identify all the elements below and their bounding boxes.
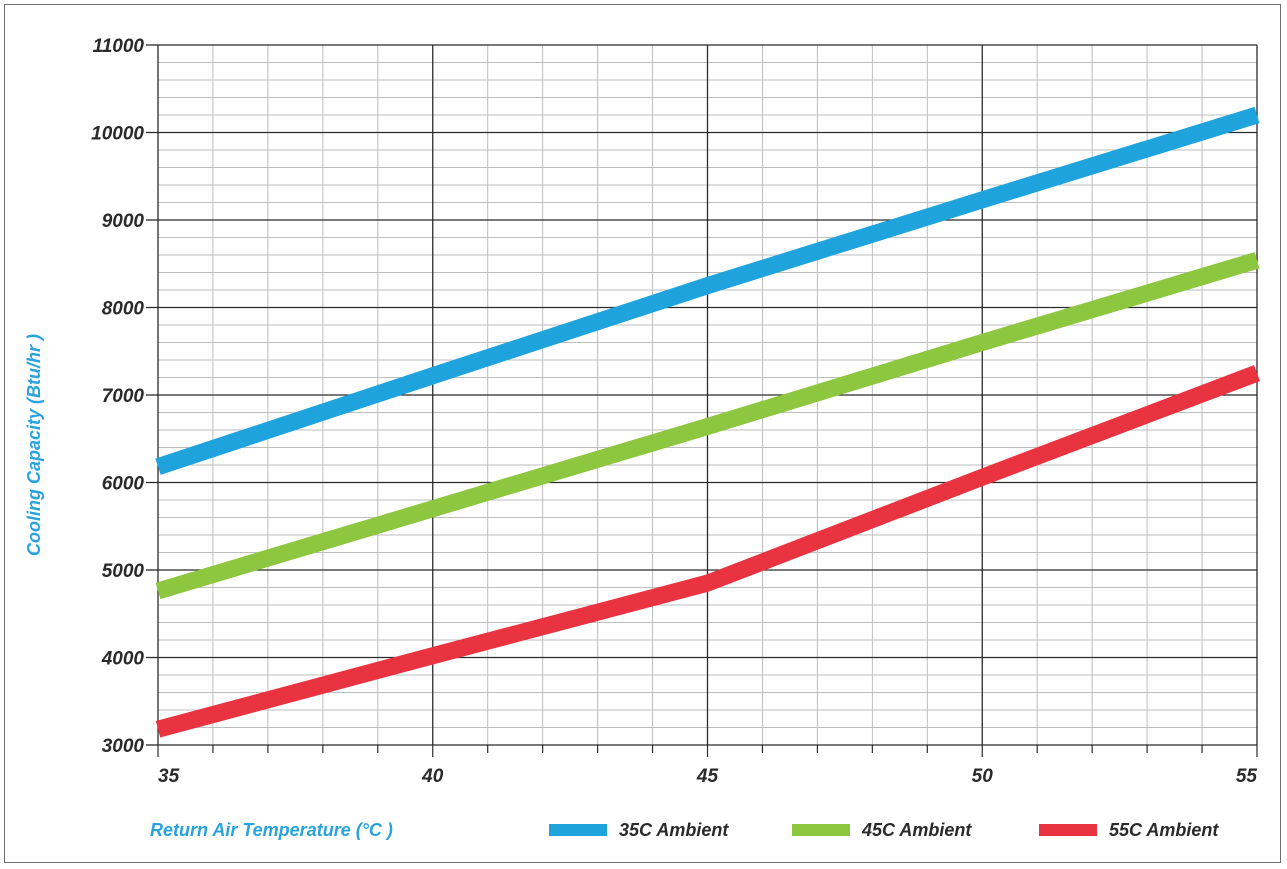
x-tick-label: 55 xyxy=(1236,766,1258,787)
legend-label-2: 45C Ambient xyxy=(861,820,972,840)
x-tick-label: 50 xyxy=(972,766,994,787)
series-line-1 xyxy=(155,106,1260,475)
y-tick-label: 3000 xyxy=(102,736,145,757)
y-tick-labels: 3000 4000 5000 6000 7000 8000 9000 10000 11000 xyxy=(91,36,144,757)
legend-label-3: 55C Ambient xyxy=(1109,820,1219,840)
major-gridlines xyxy=(146,44,1258,757)
y-tick-label: 6000 xyxy=(102,474,145,495)
y-axis-title: Cooling Capacity (Btu/hr ) xyxy=(24,334,44,556)
series-line-3 xyxy=(155,365,1261,738)
legend-swatch-3 xyxy=(1039,824,1097,836)
x-axis-title: Return Air Temperature (°C ) xyxy=(150,820,393,840)
y-tick-label: 10000 xyxy=(91,124,144,145)
x-tick-labels: 35 40 45 50 55 xyxy=(158,766,1257,787)
y-tick-label: 11000 xyxy=(93,36,145,57)
x-tick-label: 40 xyxy=(421,766,444,787)
x-tick-label: 45 xyxy=(696,766,719,787)
y-tick-label: 9000 xyxy=(102,211,145,232)
series-line-2 xyxy=(155,252,1260,600)
y-tick-label: 8000 xyxy=(102,299,145,320)
series-lines xyxy=(155,106,1261,738)
y-tick-label: 7000 xyxy=(102,386,145,407)
y-tick-label: 5000 xyxy=(102,561,145,582)
x-tick-label: 35 xyxy=(158,766,180,787)
legend-swatch-1 xyxy=(549,824,607,836)
y-tick-label: 4000 xyxy=(101,649,145,670)
legend: 35C Ambient 45C Ambient 55C Ambient xyxy=(549,820,1219,840)
legend-label-1: 35C Ambient xyxy=(619,820,729,840)
legend-swatch-2 xyxy=(792,824,850,836)
